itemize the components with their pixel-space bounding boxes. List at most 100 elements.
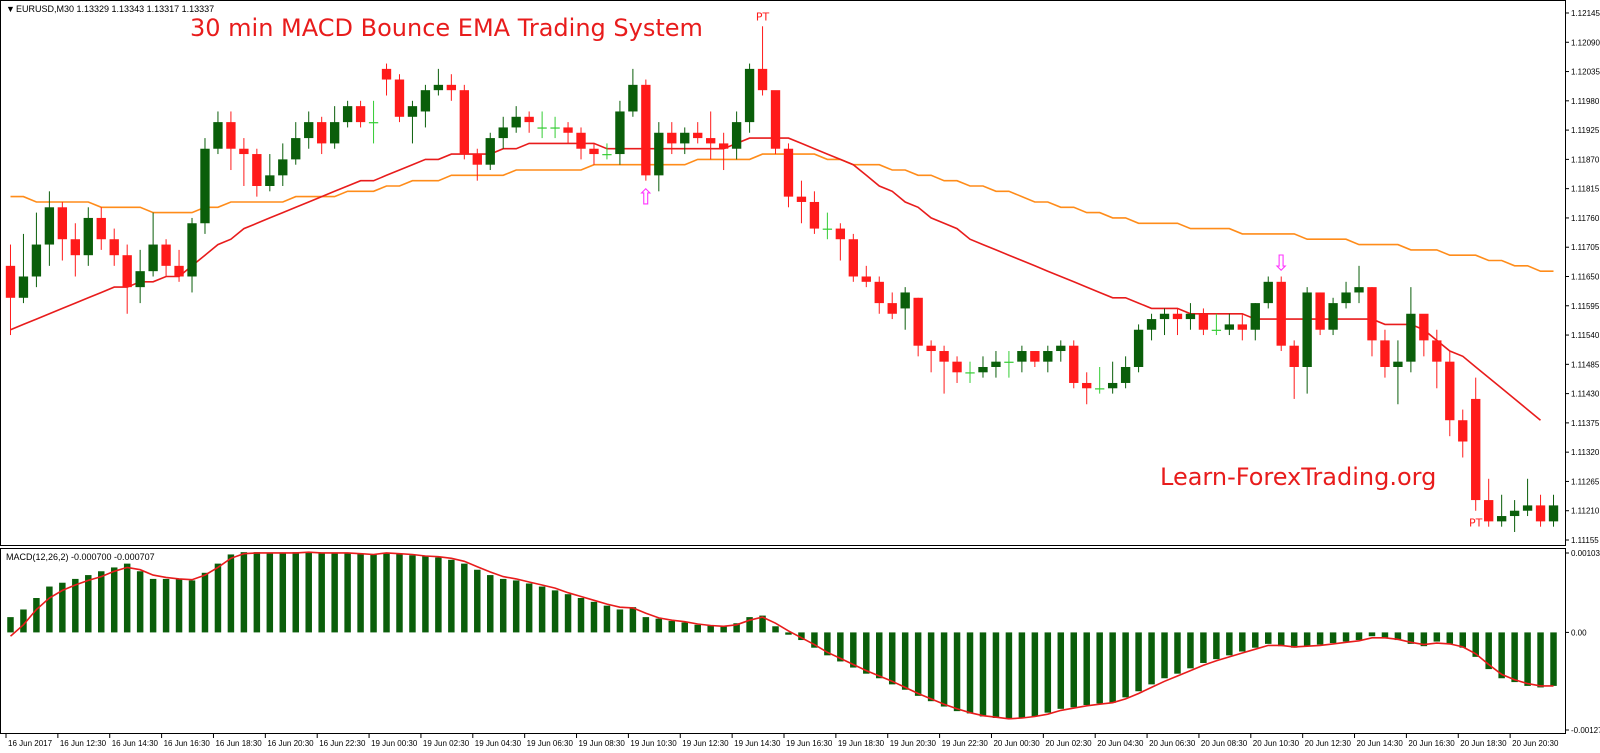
candle-body	[1328, 303, 1338, 330]
macd-bar	[590, 601, 598, 633]
macd-bar	[201, 572, 209, 633]
candle	[641, 79, 651, 181]
time-tick-label: 16 Jun 2017	[8, 739, 53, 748]
candle-body	[291, 138, 301, 160]
macd-bar	[1524, 632, 1531, 686]
macd-bar	[1174, 632, 1181, 674]
candle-body	[1107, 382, 1118, 389]
candle-body	[1445, 361, 1455, 421]
candle	[109, 228, 119, 266]
macd-bar	[850, 632, 857, 668]
candle	[1406, 287, 1416, 373]
candle-body	[317, 122, 327, 144]
candles	[5, 26, 1559, 533]
macd-bar	[448, 559, 455, 633]
candle	[693, 122, 703, 144]
macd-bar	[85, 575, 92, 633]
candle-body	[278, 159, 288, 176]
macd-bar	[824, 632, 831, 656]
candle	[1548, 494, 1559, 527]
macd-bar	[551, 590, 559, 633]
macd-bar	[1226, 632, 1233, 656]
time-tick-label: 20 Jun 12:30	[1305, 739, 1352, 748]
macd-bar	[422, 555, 429, 633]
candle	[1276, 276, 1286, 352]
macd-bar	[383, 552, 390, 633]
macd-pane[interactable]: 0.001039 0.00 -0.001277	[0, 548, 1600, 736]
time-tick-label: 19 Jun 20:30	[890, 739, 937, 748]
macd-bar	[1316, 632, 1324, 645]
macd-bar	[720, 626, 727, 633]
candle	[368, 100, 379, 144]
macd-bar	[772, 626, 779, 633]
candle-body	[1432, 340, 1442, 362]
candle-body	[407, 106, 418, 117]
candle-body	[511, 116, 521, 128]
macd-bar	[1135, 632, 1142, 692]
macd-bar	[1122, 632, 1129, 698]
candle-body	[1017, 351, 1027, 362]
macd-bar	[668, 620, 676, 633]
price-tick-label: 1.11980	[1571, 97, 1600, 106]
candle-body	[1496, 516, 1507, 522]
candle	[511, 106, 521, 133]
candle	[446, 74, 457, 101]
macd-bar	[616, 609, 624, 633]
time-tick-label: 20 Jun 16:30	[1408, 739, 1455, 748]
macd-bar	[59, 582, 66, 633]
candle-body	[135, 271, 145, 288]
price-tick-label: 1.11650	[1571, 272, 1600, 281]
price-tick-label: 1.11485	[1571, 360, 1600, 369]
candle-body	[913, 297, 923, 346]
candle-body	[1043, 351, 1053, 362]
candle-body	[952, 361, 962, 373]
candle	[1095, 366, 1105, 394]
macd-bar	[1329, 632, 1337, 644]
macd-bar	[253, 552, 261, 633]
candle	[1393, 340, 1403, 405]
candle-body	[1056, 345, 1066, 352]
candle-body	[1522, 505, 1533, 511]
price-pane[interactable]: PT PT ⇧ ⇩ 1.12145 1.12090 1.12035 1.11980 1.119…	[0, 0, 1600, 546]
candle	[278, 143, 288, 186]
macd-bar	[1161, 632, 1168, 679]
candle	[757, 26, 768, 96]
candle-body	[1133, 329, 1144, 367]
macd-bar	[863, 632, 870, 674]
candle	[965, 361, 975, 383]
candle	[1107, 361, 1118, 394]
candle-body	[252, 154, 262, 186]
candle-body	[1419, 313, 1429, 341]
candle	[978, 356, 988, 378]
candle-body	[1341, 292, 1351, 304]
candle-body	[783, 148, 794, 197]
macd-bar	[370, 554, 377, 633]
candle-body	[31, 244, 42, 277]
candle-body	[1393, 361, 1403, 367]
macd-bar	[227, 554, 235, 633]
price-tick-label: 1.12035	[1571, 68, 1600, 77]
macd-bar	[940, 632, 948, 707]
macd-bar	[927, 632, 935, 702]
macd-bar	[240, 552, 248, 633]
candle	[706, 111, 716, 160]
candle-body	[1548, 505, 1559, 522]
candle-body	[991, 361, 1001, 367]
dropdown-caret-icon[interactable]: ▼	[6, 4, 15, 14]
candle-body	[744, 68, 755, 123]
candle	[939, 345, 949, 394]
candle-body	[1250, 303, 1260, 330]
candle	[83, 207, 93, 266]
candle-body	[472, 154, 482, 165]
candle	[381, 63, 392, 96]
candle	[1302, 287, 1312, 394]
candle-body	[187, 223, 197, 277]
candle	[589, 143, 599, 165]
macd-bar	[1407, 632, 1415, 644]
candle-body	[1367, 287, 1377, 341]
time-tick-label: 20 Jun 00:30	[993, 739, 1040, 748]
candle	[1211, 313, 1222, 336]
macd-bar	[1459, 632, 1466, 648]
macd-bar	[785, 632, 792, 635]
